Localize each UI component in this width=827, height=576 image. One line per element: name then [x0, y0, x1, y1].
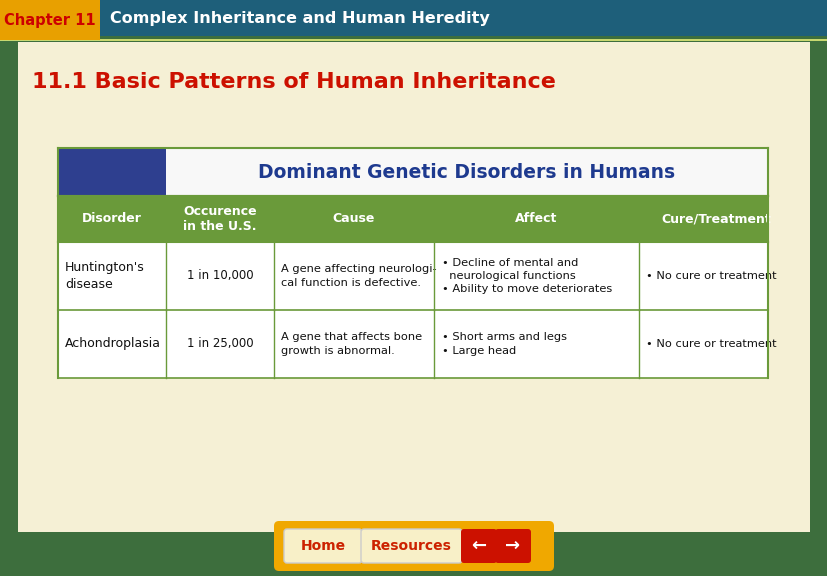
- Text: Chapter 11: Chapter 11: [4, 13, 96, 28]
- Bar: [58, 196, 767, 242]
- Text: A gene that affects bone
growth is abnormal.: A gene that affects bone growth is abnor…: [280, 332, 422, 355]
- FancyBboxPatch shape: [461, 529, 496, 563]
- Text: • No cure or treatment: • No cure or treatment: [645, 271, 776, 281]
- Text: 11.1 Basic Patterns of Human Inheritance: 11.1 Basic Patterns of Human Inheritance: [32, 72, 555, 92]
- Bar: [0, 36, 827, 39]
- FancyBboxPatch shape: [495, 529, 530, 563]
- Bar: [0, 39, 827, 41]
- Bar: [18, 42, 809, 532]
- Text: • Short arms and legs
• Large head: • Short arms and legs • Large head: [442, 332, 566, 355]
- Text: • No cure or treatment: • No cure or treatment: [645, 339, 776, 349]
- Text: Occurence
in the U.S.: Occurence in the U.S.: [183, 205, 256, 233]
- Text: Cause: Cause: [332, 213, 375, 225]
- FancyBboxPatch shape: [284, 529, 361, 563]
- Bar: [58, 242, 767, 310]
- FancyBboxPatch shape: [274, 521, 553, 571]
- Bar: [58, 310, 767, 378]
- Text: Dominant Genetic Disorders in Humans: Dominant Genetic Disorders in Humans: [258, 162, 675, 181]
- Text: Achondroplasia: Achondroplasia: [65, 338, 160, 351]
- Text: Disorder: Disorder: [82, 213, 141, 225]
- Text: ←: ←: [471, 537, 486, 555]
- Text: Complex Inheritance and Human Heredity: Complex Inheritance and Human Heredity: [110, 10, 489, 25]
- Bar: [165, 148, 767, 196]
- Bar: [58, 148, 165, 196]
- Text: →: →: [504, 537, 520, 555]
- Text: 1 in 10,000: 1 in 10,000: [186, 270, 253, 282]
- Text: Home: Home: [300, 539, 345, 553]
- Text: Resources: Resources: [370, 539, 452, 553]
- Bar: [0, 0, 827, 36]
- Text: Affect: Affect: [514, 213, 557, 225]
- Bar: [0, 0, 100, 40]
- Text: Huntington's
disease: Huntington's disease: [65, 261, 145, 291]
- Text: Cure/Treatment: Cure/Treatment: [661, 213, 771, 225]
- Text: A gene affecting neurologi-
cal function is defective.: A gene affecting neurologi- cal function…: [280, 264, 436, 287]
- Text: 1 in 25,000: 1 in 25,000: [186, 338, 253, 351]
- Text: • Decline of mental and
  neurological functions
• Ability to move deteriorates: • Decline of mental and neurological fun…: [442, 258, 611, 294]
- FancyBboxPatch shape: [361, 529, 461, 563]
